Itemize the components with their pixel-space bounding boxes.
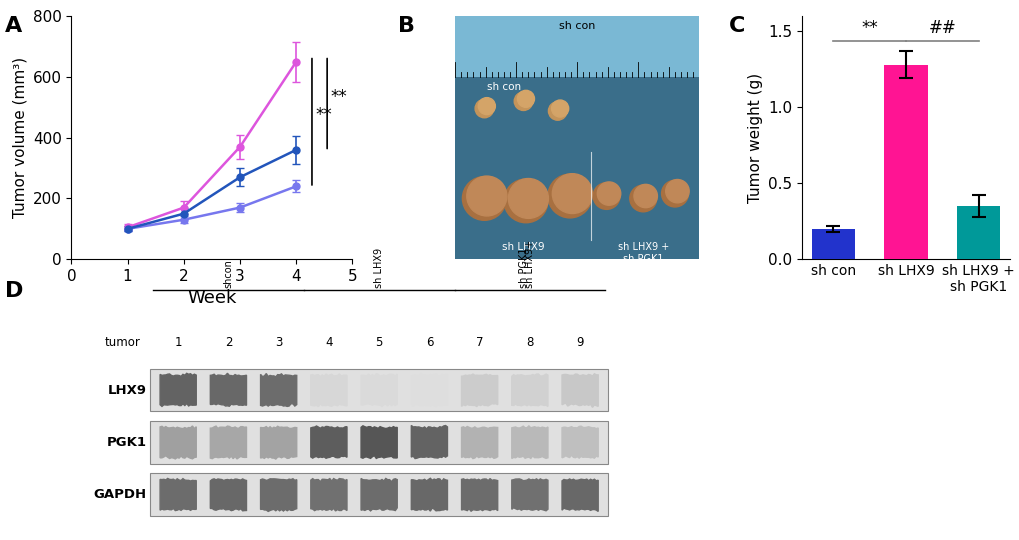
Polygon shape — [361, 374, 396, 407]
Polygon shape — [160, 478, 196, 511]
Polygon shape — [512, 479, 547, 511]
Polygon shape — [311, 478, 346, 511]
Polygon shape — [210, 426, 247, 459]
Circle shape — [547, 174, 591, 218]
Circle shape — [514, 92, 532, 111]
Polygon shape — [260, 479, 297, 511]
Text: A: A — [5, 16, 22, 36]
Text: shcon: shcon — [223, 259, 233, 288]
Polygon shape — [311, 374, 346, 407]
Polygon shape — [561, 479, 597, 511]
Text: sh PGK1: sh PGK1 — [518, 247, 528, 288]
Text: LHX9: LHX9 — [108, 383, 147, 396]
Circle shape — [593, 183, 620, 210]
Text: sh LHX9: sh LHX9 — [374, 248, 384, 288]
Text: 8: 8 — [526, 336, 533, 349]
Bar — [454, 16, 699, 77]
Polygon shape — [160, 426, 196, 459]
Circle shape — [665, 179, 689, 203]
Polygon shape — [512, 426, 547, 458]
Text: sh LHX9 +
sh PGK1: sh LHX9 + sh PGK1 — [618, 242, 668, 264]
Polygon shape — [461, 427, 497, 458]
Polygon shape — [411, 478, 447, 511]
Text: sh con: sh con — [486, 82, 521, 92]
Text: 6: 6 — [425, 336, 433, 349]
Bar — [883, 65, 927, 259]
Polygon shape — [411, 426, 447, 458]
Bar — [150, 421, 607, 464]
Text: GAPDH: GAPDH — [94, 488, 147, 501]
Text: **: ** — [330, 87, 346, 106]
Polygon shape — [311, 426, 346, 458]
Circle shape — [629, 185, 656, 212]
Circle shape — [552, 174, 592, 213]
Bar — [150, 369, 607, 411]
Text: sh LHX9+: sh LHX9+ — [525, 240, 534, 288]
Circle shape — [507, 179, 548, 218]
Text: sh LHX9: sh LHX9 — [501, 242, 544, 252]
Circle shape — [548, 102, 567, 120]
Y-axis label: Tumor weight (g): Tumor weight (g) — [747, 73, 762, 202]
Polygon shape — [461, 374, 497, 407]
Text: PGK1: PGK1 — [107, 436, 147, 449]
Circle shape — [597, 182, 621, 205]
Text: 4: 4 — [325, 336, 332, 349]
Text: D: D — [5, 281, 23, 301]
Circle shape — [551, 100, 569, 117]
Circle shape — [661, 180, 688, 207]
X-axis label: Week: Week — [187, 289, 236, 307]
Text: B: B — [397, 16, 415, 36]
Text: 2: 2 — [224, 336, 232, 349]
Bar — [811, 229, 854, 259]
Text: **: ** — [315, 106, 332, 124]
Text: 9: 9 — [576, 336, 583, 349]
Circle shape — [517, 90, 534, 107]
Circle shape — [478, 98, 495, 114]
Text: sh con: sh con — [558, 21, 595, 31]
Polygon shape — [160, 373, 196, 407]
Bar — [150, 473, 607, 516]
Text: tumor: tumor — [105, 336, 141, 349]
Text: 1: 1 — [174, 336, 181, 349]
Bar — [956, 206, 1000, 259]
Circle shape — [462, 177, 505, 220]
Polygon shape — [361, 478, 396, 511]
Text: 3: 3 — [275, 336, 282, 349]
Circle shape — [475, 99, 493, 118]
Text: 5: 5 — [375, 336, 382, 349]
Polygon shape — [561, 374, 597, 407]
Circle shape — [467, 176, 506, 216]
Polygon shape — [260, 374, 297, 407]
Text: ##: ## — [927, 19, 955, 37]
Text: C: C — [729, 16, 745, 36]
Polygon shape — [512, 374, 547, 407]
Polygon shape — [411, 374, 447, 407]
Circle shape — [503, 179, 547, 222]
Text: 7: 7 — [476, 336, 483, 349]
Polygon shape — [561, 426, 597, 458]
Circle shape — [634, 184, 657, 208]
Polygon shape — [210, 479, 247, 511]
Polygon shape — [461, 478, 497, 511]
Polygon shape — [361, 426, 396, 458]
Y-axis label: Tumor volume (mm³): Tumor volume (mm³) — [12, 57, 28, 218]
Polygon shape — [210, 373, 247, 406]
Polygon shape — [260, 426, 297, 459]
Text: **: ** — [860, 19, 877, 37]
